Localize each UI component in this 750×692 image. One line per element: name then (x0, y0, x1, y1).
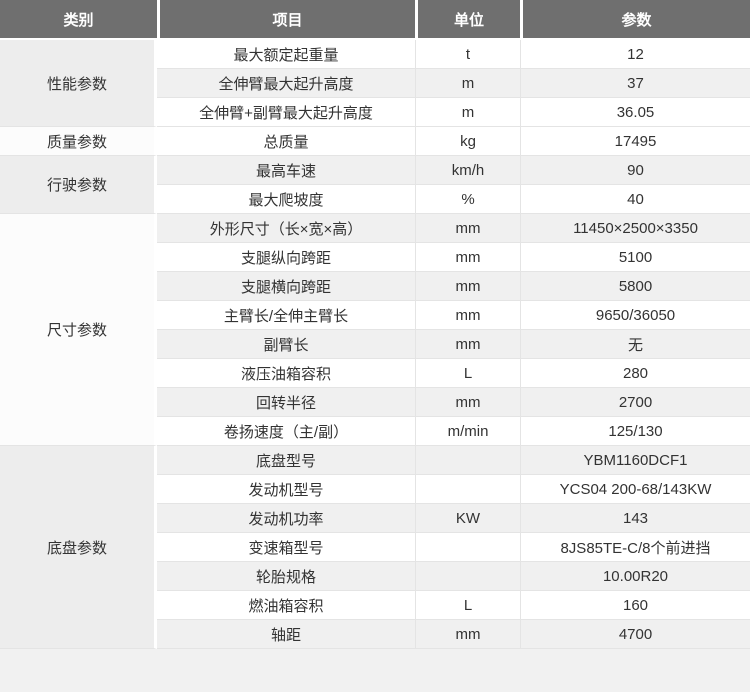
item-cell: 主臂长/全伸主臂长 (157, 301, 415, 330)
value-cell: 8JS85TE-C/8个前进挡 (520, 533, 750, 562)
value-cell: 280 (520, 359, 750, 388)
table-row: 副臂长 mm 无 (0, 330, 750, 359)
table-row: 卷扬速度（主/副） m/min 125/130 (0, 417, 750, 446)
item-cell: 底盘型号 (157, 446, 415, 475)
unit-cell (415, 533, 520, 562)
value-cell: 5100 (520, 243, 750, 272)
value-cell: 36.05 (520, 98, 750, 127)
item-cell: 卷扬速度（主/副） (157, 417, 415, 446)
col-header-value: 参数 (520, 0, 750, 40)
table-row: 支腿横向跨距 mm 5800 (0, 272, 750, 301)
value-cell: 2700 (520, 388, 750, 417)
col-header-item: 项目 (157, 0, 415, 40)
table-row: 尺寸参数 外形尺寸（长×宽×高） mm 11450×2500×3350 (0, 214, 750, 446)
unit-cell: m/min (415, 417, 520, 446)
item-cell: 全伸臂最大起升高度 (157, 69, 415, 98)
table-row: 轴距 mm 4700 (0, 620, 750, 649)
table-row: 主臂长/全伸主臂长 mm 9650/36050 (0, 301, 750, 330)
item-cell: 轮胎规格 (157, 562, 415, 591)
unit-cell: m (415, 98, 520, 127)
item-cell: 副臂长 (157, 330, 415, 359)
value-cell: 125/130 (520, 417, 750, 446)
table-row: 回转半径 mm 2700 (0, 388, 750, 417)
item-cell: 总质量 (157, 127, 415, 156)
unit-cell: mm (415, 620, 520, 649)
table-row: 全伸臂+副臂最大起升高度 m 36.05 (0, 98, 750, 127)
value-cell: 无 (520, 330, 750, 359)
value-cell: 40 (520, 185, 750, 214)
table-row: 发动机功率 KW 143 (0, 504, 750, 533)
table-row: 全伸臂最大起升高度 m 37 (0, 69, 750, 98)
unit-cell: mm (415, 214, 520, 243)
value-cell: 4700 (520, 620, 750, 649)
item-cell: 发动机型号 (157, 475, 415, 504)
header-row: 类别 项目 单位 参数 (0, 0, 750, 40)
item-cell: 全伸臂+副臂最大起升高度 (157, 98, 415, 127)
value-cell: 17495 (520, 127, 750, 156)
category-cell-dimensions: 尺寸参数 (0, 214, 157, 446)
unit-cell: kg (415, 127, 520, 156)
item-cell: 最高车速 (157, 156, 415, 185)
table-row: 液压油箱容积 L 280 (0, 359, 750, 388)
item-cell: 支腿纵向跨距 (157, 243, 415, 272)
unit-cell: km/h (415, 156, 520, 185)
table-row: 燃油箱容积 L 160 (0, 591, 750, 620)
category-cell-mass: 质量参数 (0, 127, 157, 156)
unit-cell (415, 475, 520, 504)
item-cell: 最大额定起重量 (157, 40, 415, 69)
item-cell: 轴距 (157, 620, 415, 649)
unit-cell: mm (415, 272, 520, 301)
value-cell: 5800 (520, 272, 750, 301)
table-row: 最大爬坡度 % 40 (0, 185, 750, 214)
unit-cell: mm (415, 330, 520, 359)
value-cell: 10.00R20 (520, 562, 750, 591)
unit-cell: t (415, 40, 520, 69)
item-cell: 回转半径 (157, 388, 415, 417)
value-cell: 90 (520, 156, 750, 185)
unit-cell: mm (415, 388, 520, 417)
item-cell: 支腿横向跨距 (157, 272, 415, 301)
value-cell: 12 (520, 40, 750, 69)
unit-cell: m (415, 69, 520, 98)
value-cell: 11450×2500×3350 (520, 214, 750, 243)
unit-cell: L (415, 359, 520, 388)
unit-cell: L (415, 591, 520, 620)
unit-cell: mm (415, 301, 520, 330)
table-row: 底盘参数 底盘型号 YBM1160DCF1 (0, 446, 750, 649)
unit-cell (415, 562, 520, 591)
value-cell: YCS04 200-68/143KW (520, 475, 750, 504)
value-cell: 143 (520, 504, 750, 533)
table-row: 变速箱型号 8JS85TE-C/8个前进挡 (0, 533, 750, 562)
item-cell: 外形尺寸（长×宽×高） (157, 214, 415, 243)
table-row: 性能参数 最大额定起重量 t 12 (0, 40, 750, 127)
item-cell: 变速箱型号 (157, 533, 415, 562)
table-row: 支腿纵向跨距 mm 5100 (0, 243, 750, 272)
unit-cell: mm (415, 243, 520, 272)
value-cell: 160 (520, 591, 750, 620)
unit-cell (415, 446, 520, 475)
table-row: 轮胎规格 10.00R20 (0, 562, 750, 591)
item-cell: 发动机功率 (157, 504, 415, 533)
table-row: 发动机型号 YCS04 200-68/143KW (0, 475, 750, 504)
col-header-unit: 单位 (415, 0, 520, 40)
value-cell: YBM1160DCF1 (520, 446, 750, 475)
category-cell-chassis: 底盘参数 (0, 446, 157, 649)
unit-cell: KW (415, 504, 520, 533)
value-cell: 9650/36050 (520, 301, 750, 330)
table-row: 质量参数 总质量 kg 17495 (0, 127, 750, 156)
unit-cell: % (415, 185, 520, 214)
item-cell: 液压油箱容积 (157, 359, 415, 388)
value-cell: 37 (520, 69, 750, 98)
spec-table: 类别 项目 单位 参数 性能参数 最大额定起重量 t 12 全伸臂最大起升高度 … (0, 0, 750, 649)
table-row: 行驶参数 最高车速 km/h 90 (0, 156, 750, 214)
category-cell-driving: 行驶参数 (0, 156, 157, 214)
col-header-category: 类别 (0, 0, 157, 40)
category-cell-performance: 性能参数 (0, 40, 157, 127)
item-cell: 燃油箱容积 (157, 591, 415, 620)
item-cell: 最大爬坡度 (157, 185, 415, 214)
